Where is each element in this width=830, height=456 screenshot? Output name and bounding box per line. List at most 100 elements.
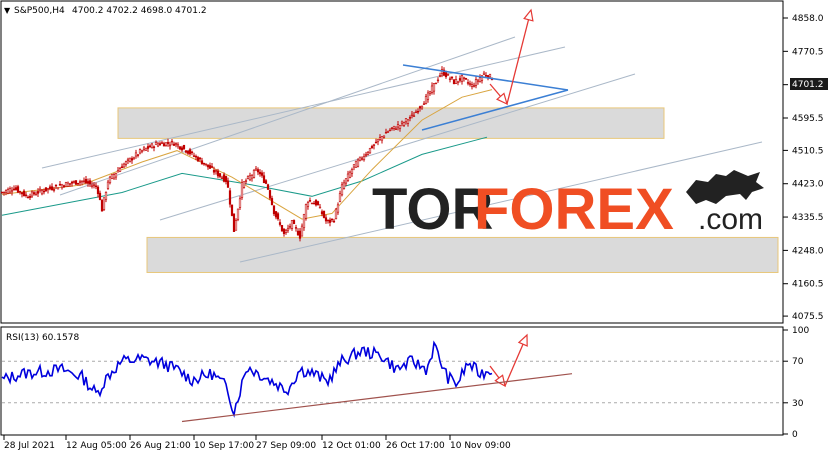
candle-body bbox=[122, 163, 126, 168]
candle-body bbox=[130, 158, 134, 161]
ma-slow-line bbox=[1, 136, 488, 216]
candle-body bbox=[256, 169, 260, 173]
candle-body bbox=[42, 190, 46, 193]
trend-channel-lines bbox=[41, 36, 763, 263]
candle-body bbox=[354, 160, 358, 168]
candle-body bbox=[16, 186, 20, 193]
candle-body bbox=[410, 113, 414, 116]
candle-body bbox=[134, 152, 138, 157]
candle-body bbox=[140, 149, 144, 153]
candle-body bbox=[226, 180, 230, 188]
candle-body bbox=[20, 192, 24, 195]
candle-body bbox=[454, 79, 458, 84]
candle-body bbox=[240, 182, 244, 198]
candle-body bbox=[314, 200, 318, 206]
watermark: TOR FOREX .com bbox=[372, 170, 764, 242]
candle-body bbox=[338, 193, 342, 202]
candle-body bbox=[306, 202, 310, 207]
candle-body bbox=[382, 135, 386, 138]
candle-body bbox=[414, 111, 418, 114]
candle-body bbox=[376, 139, 380, 143]
candle-body bbox=[436, 79, 440, 82]
rsi-arrow-up-head bbox=[517, 333, 528, 347]
candle-body bbox=[386, 131, 390, 133]
candle-body bbox=[366, 152, 370, 155]
candle-body bbox=[218, 173, 222, 177]
rsi-trend-line bbox=[181, 373, 573, 423]
candle-body bbox=[26, 196, 30, 199]
candle-body bbox=[474, 79, 478, 86]
candle-body bbox=[18, 191, 22, 193]
x-tick-label: 26 Oct 17:00 bbox=[386, 441, 445, 451]
candle-body bbox=[250, 174, 254, 179]
candle-body bbox=[342, 182, 346, 189]
candle-body bbox=[10, 190, 14, 193]
candle-body bbox=[278, 222, 282, 225]
candle-body bbox=[466, 82, 470, 84]
candle-body bbox=[60, 184, 64, 189]
y-tick-label: 4075.5 bbox=[792, 312, 824, 322]
candle-body bbox=[424, 96, 428, 104]
bull-logo-icon bbox=[686, 170, 764, 204]
candle-body bbox=[196, 157, 200, 162]
candle-body bbox=[78, 181, 82, 183]
rsi-arrow-down-head bbox=[494, 374, 506, 388]
triangle-upper-line bbox=[402, 64, 569, 91]
candle-body bbox=[210, 166, 214, 168]
candle-body bbox=[90, 184, 94, 187]
rsi-header-label: RSI(13) 60.1578 bbox=[6, 333, 79, 343]
candle-body bbox=[244, 180, 248, 182]
candle-body bbox=[352, 164, 356, 168]
candle-body bbox=[50, 186, 54, 191]
dropdown-triangle-icon[interactable]: ▼ bbox=[4, 6, 11, 15]
channel-line bbox=[159, 73, 636, 221]
candle-body bbox=[216, 170, 220, 177]
candle-body bbox=[304, 204, 308, 219]
candle-body bbox=[104, 191, 108, 200]
candle-body bbox=[464, 78, 468, 80]
candle-body bbox=[242, 181, 246, 188]
candle-body bbox=[380, 136, 384, 141]
candle-body bbox=[182, 144, 186, 149]
candle-body bbox=[336, 204, 340, 213]
main-header-symbol: S&P500,H4 bbox=[14, 6, 65, 16]
candle-body bbox=[98, 192, 102, 200]
axis-labels: 4858.04770.54683.04595.54510.54423.04335… bbox=[3, 14, 824, 451]
candle-body bbox=[110, 174, 114, 179]
y-tick-label: 4335.5 bbox=[792, 213, 824, 223]
x-tick-label: 10 Sep 17:00 bbox=[194, 441, 254, 451]
candle-body bbox=[270, 198, 274, 206]
candle-body bbox=[236, 208, 240, 220]
candle-body bbox=[170, 140, 174, 143]
candle-body bbox=[264, 180, 268, 184]
candle-body bbox=[374, 141, 378, 144]
candle-body bbox=[74, 180, 78, 185]
candle-body bbox=[426, 92, 430, 100]
candle-body bbox=[438, 75, 442, 77]
candle-body bbox=[4, 190, 8, 193]
candle-body bbox=[46, 188, 50, 191]
candle-body bbox=[286, 227, 290, 231]
channel-line bbox=[41, 46, 566, 169]
candle-body bbox=[188, 149, 192, 155]
candle-body bbox=[364, 154, 368, 156]
candle-body bbox=[396, 124, 400, 128]
candle-body bbox=[8, 188, 12, 193]
rsi-line bbox=[1, 340, 493, 418]
candle-body bbox=[6, 189, 10, 194]
candle-body bbox=[84, 179, 88, 184]
candle-body bbox=[422, 103, 426, 105]
moving-averages bbox=[1, 89, 493, 220]
watermark-brand-suffix: .com bbox=[698, 203, 763, 236]
candle-body bbox=[388, 129, 392, 132]
candle-body bbox=[420, 105, 424, 109]
candle-body bbox=[298, 230, 302, 239]
candle-body bbox=[332, 220, 336, 223]
candle-body bbox=[172, 143, 176, 146]
candle-body bbox=[340, 184, 344, 196]
candle-body bbox=[28, 196, 32, 198]
candle-body bbox=[164, 142, 168, 146]
candle-body bbox=[266, 184, 270, 190]
candle-body bbox=[70, 181, 74, 184]
watermark-brand-forex: FOREX bbox=[474, 177, 674, 242]
